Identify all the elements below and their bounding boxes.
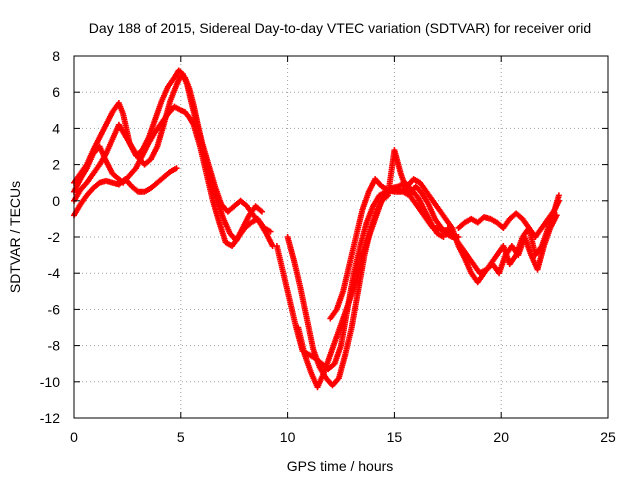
x-axis-label: GPS time / hours xyxy=(287,458,394,474)
y-tick-label: -6 xyxy=(48,301,61,317)
axis-ticks xyxy=(73,55,609,419)
data-point xyxy=(267,228,274,235)
data-point xyxy=(555,197,562,204)
y-tick-label: -12 xyxy=(40,410,60,426)
x-tick-label: 5 xyxy=(177,429,185,445)
data-point xyxy=(555,192,562,199)
data-point xyxy=(258,208,265,215)
y-tick-label: -10 xyxy=(40,374,60,390)
x-tick-label: 0 xyxy=(70,429,78,445)
x-tick-label: 10 xyxy=(280,429,296,445)
y-tick-label: -2 xyxy=(48,229,61,245)
data-point xyxy=(440,234,447,240)
y-axis-label: SDTVAR / TECUs xyxy=(7,181,23,293)
y-tick-label: 6 xyxy=(52,84,60,100)
x-tick-label: 15 xyxy=(387,429,403,445)
y-tick-label: -8 xyxy=(48,338,61,354)
y-tick-label: 2 xyxy=(52,157,60,173)
y-tick-label: 4 xyxy=(52,120,60,136)
data-points xyxy=(71,67,562,391)
y-tick-label: 8 xyxy=(52,48,60,64)
x-tick-label: 25 xyxy=(600,429,616,445)
tick-labels: 0 5 10 15 20 25 -12 -10 -8 -6 -4 -2 0 2 4 6 8 xyxy=(40,48,616,445)
data-point xyxy=(173,165,180,172)
x-tick-label: 20 xyxy=(493,429,509,445)
chart-title: Day 188 of 2015, Sidereal Day-to-day VTE… xyxy=(89,20,591,36)
y-tick-label: 0 xyxy=(52,193,60,209)
y-tick-label: -4 xyxy=(48,265,61,281)
data-point xyxy=(553,212,560,219)
